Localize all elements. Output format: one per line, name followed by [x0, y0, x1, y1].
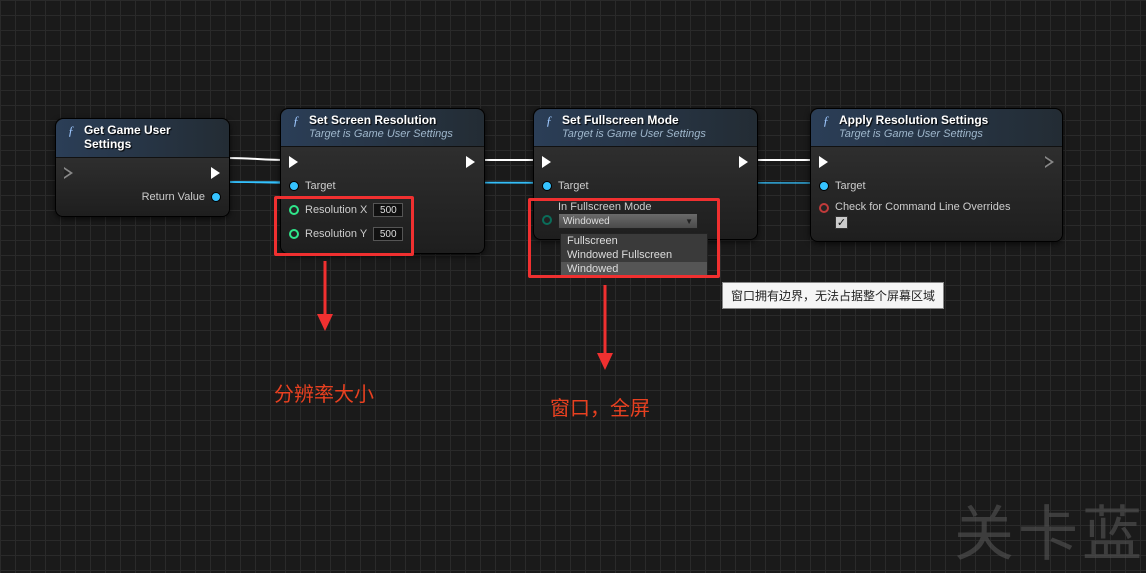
function-icon: ƒ — [289, 114, 303, 128]
exec-in-pin[interactable] — [64, 167, 73, 179]
annotation-arrow-resolution — [310, 256, 340, 336]
dropdown-option-windowed-fullscreen[interactable]: Windowed Fullscreen — [561, 248, 707, 262]
dropdown-value: Windowed — [563, 216, 610, 227]
watermark: 关卡蓝 — [954, 486, 1146, 573]
resolution-x-input[interactable]: 500 — [373, 203, 403, 217]
node-title: Set Fullscreen Mode — [562, 113, 706, 127]
node-apply-resolution-settings[interactable]: ƒ Apply Resolution Settings Target is Ga… — [810, 108, 1063, 242]
node-subtitle: Target is Game User Settings — [309, 128, 453, 140]
fullscreen-mode-pin[interactable] — [542, 215, 552, 225]
wires-layer — [0, 0, 1146, 563]
check-overrides-pin[interactable] — [819, 203, 829, 213]
node-set-screen-resolution[interactable]: ƒ Set Screen Resolution Target is Game U… — [280, 108, 485, 254]
function-icon: ƒ — [542, 114, 556, 128]
node-get-game-user-settings[interactable]: ƒ Get Game User Settings Return Value — [55, 118, 230, 217]
return-value-pin[interactable] — [211, 192, 221, 202]
exec-out-pin[interactable] — [211, 167, 221, 179]
resolution-y-input[interactable]: 500 — [373, 227, 403, 241]
node-subtitle: Target is Game User Settings — [562, 128, 706, 140]
target-pin[interactable] — [289, 181, 299, 191]
check-overrides-checkbox[interactable]: ✓ — [835, 216, 848, 229]
fullscreen-mode-dropdown[interactable]: Windowed ▼ — [558, 213, 698, 229]
node-title: Get Game User Settings — [84, 123, 221, 151]
node-header: ƒ Apply Resolution Settings Target is Ga… — [811, 109, 1062, 147]
node-header: ƒ Set Screen Resolution Target is Game U… — [281, 109, 484, 147]
resolution-y-label: Resolution Y — [305, 228, 367, 240]
exec-in-pin[interactable] — [289, 156, 299, 168]
target-label: Target — [305, 180, 336, 192]
dropdown-option-windowed[interactable]: Windowed — [561, 262, 707, 276]
target-pin[interactable] — [819, 181, 829, 191]
node-subtitle: Target is Game User Settings — [839, 128, 988, 140]
exec-in-pin[interactable] — [542, 156, 552, 168]
check-overrides-label: Check for Command Line Overrides — [835, 201, 1010, 213]
annotation-resolution-label: 分辨率大小 — [274, 378, 374, 407]
function-icon: ƒ — [819, 114, 833, 128]
node-title: Set Screen Resolution — [309, 113, 453, 127]
tooltip: 窗口拥有边界，无法占据整个屏幕区域 — [722, 282, 944, 309]
fullscreen-mode-label: In Fullscreen Mode — [558, 201, 698, 213]
annotation-mode-label: 窗口，全屏 — [550, 392, 650, 421]
exec-in-pin[interactable] — [819, 156, 829, 168]
resolution-x-label: Resolution X — [305, 204, 367, 216]
function-icon: ƒ — [64, 124, 78, 138]
target-pin[interactable] — [542, 181, 552, 191]
resolution-x-pin[interactable] — [289, 205, 299, 215]
resolution-y-pin[interactable] — [289, 229, 299, 239]
dropdown-option-fullscreen[interactable]: Fullscreen — [561, 234, 707, 248]
exec-out-pin[interactable] — [739, 156, 749, 168]
annotation-arrow-mode — [590, 280, 620, 375]
target-label: Target — [558, 180, 589, 192]
exec-out-pin[interactable] — [1045, 156, 1054, 168]
fullscreen-mode-dropdown-list[interactable]: Fullscreen Windowed Fullscreen Windowed — [560, 233, 708, 277]
node-set-fullscreen-mode[interactable]: ƒ Set Fullscreen Mode Target is Game Use… — [533, 108, 758, 240]
return-value-label: Return Value — [142, 191, 205, 203]
chevron-down-icon: ▼ — [685, 217, 693, 226]
target-label: Target — [835, 180, 866, 192]
node-header: ƒ Set Fullscreen Mode Target is Game Use… — [534, 109, 757, 147]
node-title: Apply Resolution Settings — [839, 113, 988, 127]
node-header: ƒ Get Game User Settings — [56, 119, 229, 158]
exec-out-pin[interactable] — [466, 156, 476, 168]
